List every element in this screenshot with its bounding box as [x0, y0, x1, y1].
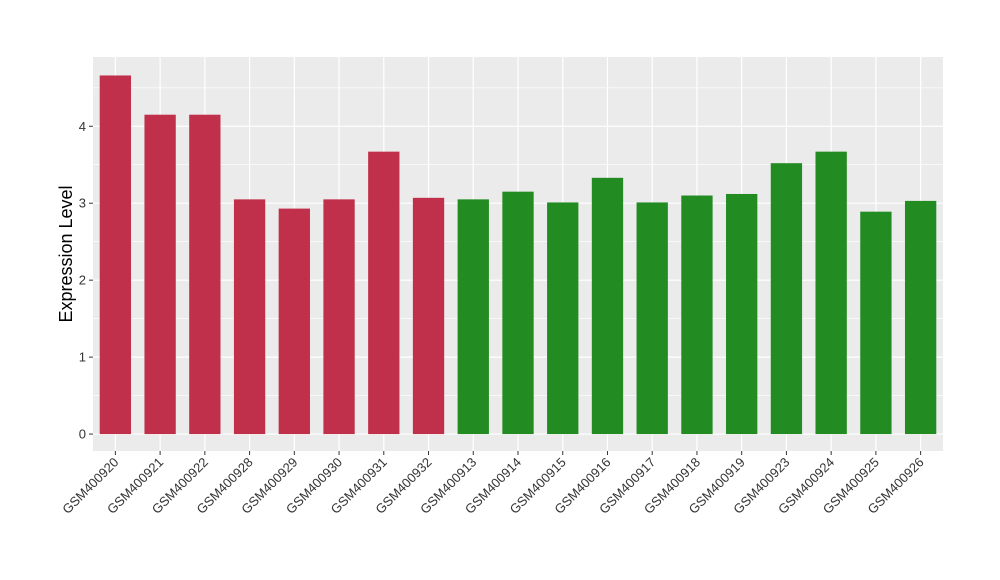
bars [99, 75, 937, 435]
y-tick-label: 1 [79, 350, 86, 365]
x-axis: GSM400920GSM400921GSM400922GSM400928GSM4… [59, 451, 927, 517]
y-tick-label: 3 [79, 196, 86, 211]
bar [99, 75, 132, 435]
y-tick-label: 2 [79, 273, 86, 288]
bar [860, 211, 892, 435]
bar [368, 151, 400, 435]
bar [636, 202, 668, 435]
bar [323, 199, 355, 435]
bar [278, 208, 310, 435]
bar [144, 114, 176, 435]
bar [233, 199, 266, 435]
bar [502, 191, 534, 435]
bar [457, 199, 489, 435]
bar [904, 200, 937, 435]
y-tick-label: 4 [79, 119, 86, 134]
bar [189, 114, 221, 435]
y-axis-title: Expression Level [56, 185, 76, 322]
bar [547, 202, 579, 435]
bar [726, 193, 758, 435]
y-tick-label: 0 [79, 427, 86, 442]
bar [815, 151, 847, 435]
bar [770, 163, 803, 435]
bar [412, 197, 445, 435]
bar [681, 195, 713, 435]
y-axis: 0 1 2 3 4 [79, 119, 93, 442]
bar [591, 177, 624, 435]
